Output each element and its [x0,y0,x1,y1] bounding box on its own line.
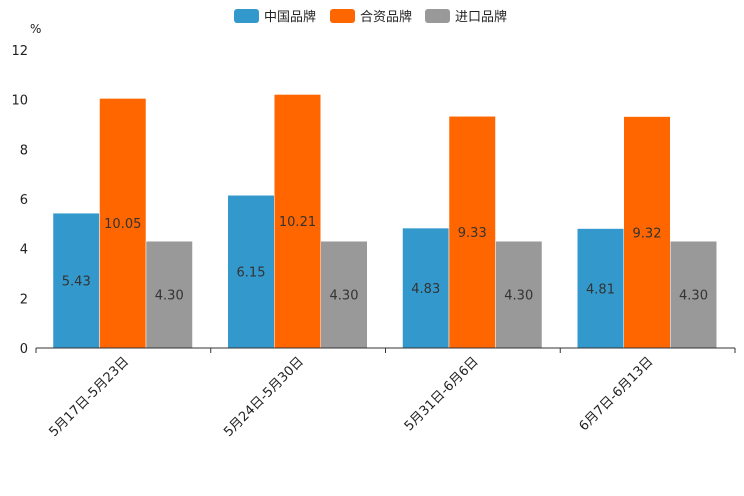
legend-swatch[interactable] [234,9,259,23]
y-tick-label: 8 [20,143,28,158]
y-tick-label: 2 [20,292,28,307]
bar-value-label: 4.30 [504,289,533,304]
bar-value-label: 5.43 [62,275,91,290]
bar[interactable] [145,240,193,349]
bar-value-label: 9.32 [633,226,662,241]
legend-swatch[interactable] [330,9,355,23]
legend: 中国品牌 合资品牌 进口品牌 [234,9,507,25]
x-category-label: 5月17日-5月23日 [46,354,132,440]
y-tick-label: 4 [20,243,28,258]
x-axis: 5月17日-5月23日 5月24日-5月30日 5月31日-6月6日 6月7日-6月1… [35,347,736,440]
bar[interactable] [227,195,275,349]
y-tick-label: 6 [20,193,28,208]
bar[interactable] [623,116,671,349]
bar[interactable] [320,240,368,349]
bar[interactable] [670,240,717,349]
legend-label: 进口品牌 [455,9,507,25]
bar-value-label: 4.30 [679,289,708,304]
legend-swatch[interactable] [425,9,450,23]
bar-value-label: 4.30 [155,289,184,304]
bar-value-label: 10.21 [279,215,316,230]
y-tick-label: 10 [11,94,28,109]
bar-value-label: 4.81 [586,282,615,297]
legend-label: 中国品牌 [264,9,316,25]
y-axis: 0 2 4 6 8 10 12 [11,44,28,357]
bar-value-label: 10.05 [104,217,141,232]
bar-value-label: 6.15 [237,266,266,281]
legend-label: 合资品牌 [360,9,412,25]
y-axis-unit: % [30,22,41,36]
bar[interactable] [99,98,147,349]
bar[interactable] [577,228,624,349]
x-category-label: 6月7日-6月13日 [577,354,657,434]
bar[interactable] [52,212,100,349]
bar-value-label: 4.30 [330,289,359,304]
x-category-label: 5月24日-5月30日 [221,354,307,440]
x-category-label: 5月31日-6月6日 [402,354,482,434]
bar[interactable] [274,94,321,349]
y-tick-label: 0 [20,342,28,357]
bar[interactable] [448,116,496,349]
bar-value-label: 9.33 [458,226,487,241]
bar-value-label: 4.83 [411,282,440,297]
bars: 5.43 10.05 4.30 6.15 10.21 4.30 4.83 9.33 4.30 4.… [52,94,717,349]
y-tick-label: 12 [11,44,28,59]
